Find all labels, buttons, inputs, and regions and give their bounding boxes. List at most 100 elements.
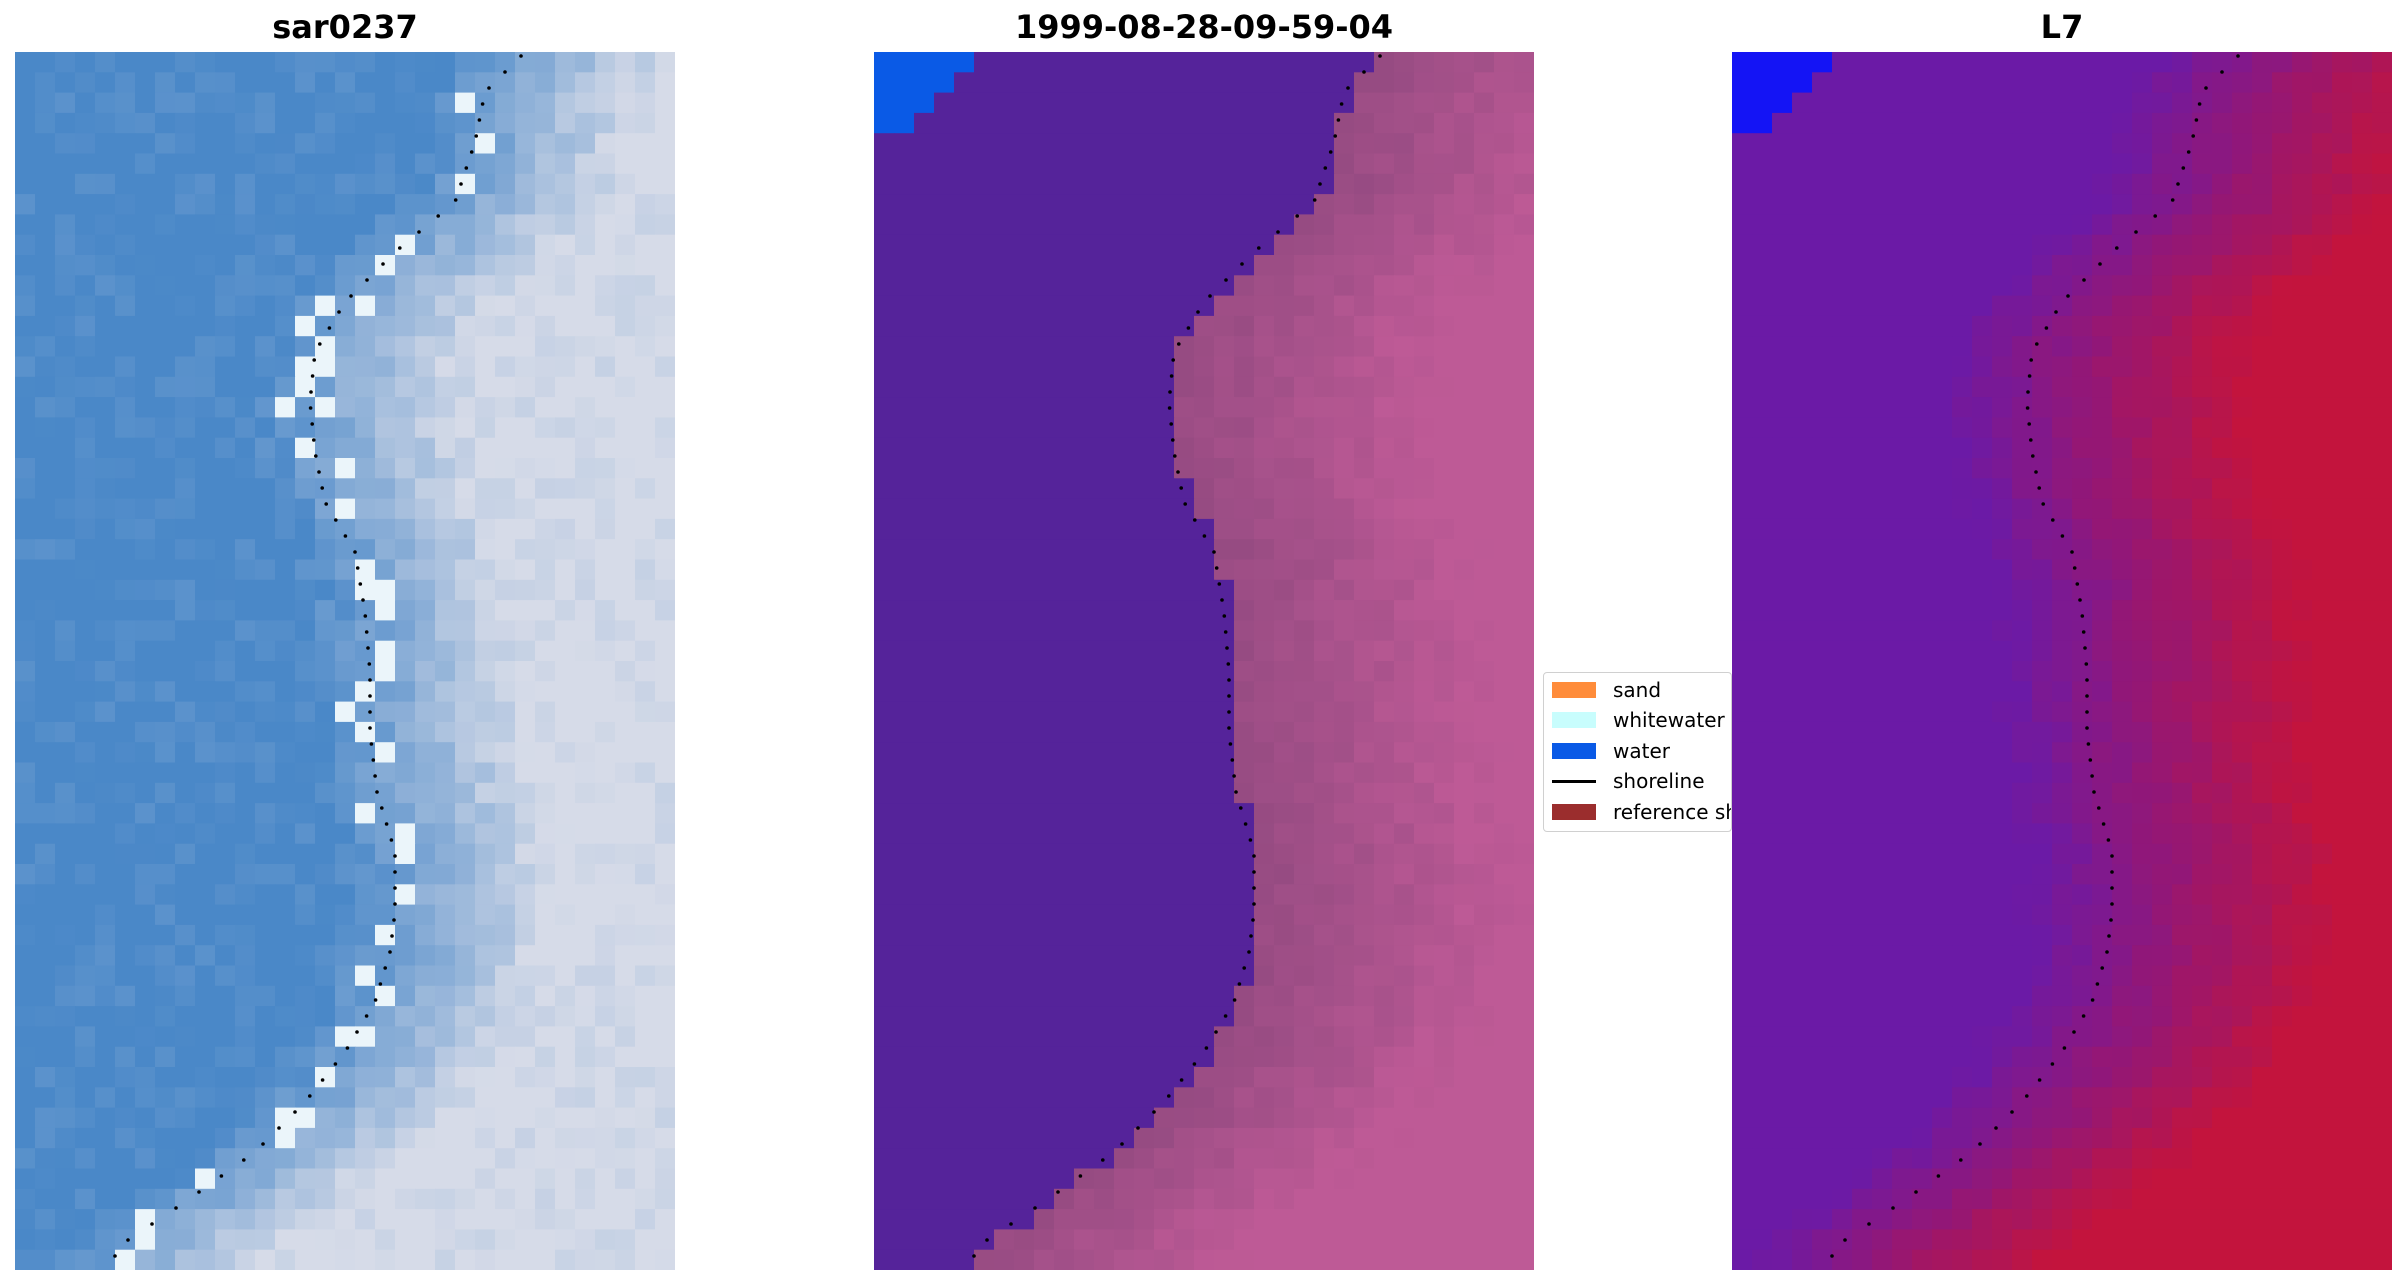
rgb-pixel	[495, 762, 516, 784]
class-pixel	[1254, 803, 1275, 824]
rgb-pixel	[595, 1127, 616, 1149]
rgb-pixel	[215, 965, 236, 987]
rgb-pixel	[415, 803, 436, 824]
index-pixel	[1832, 315, 1853, 337]
shoreline-point	[1214, 1030, 1218, 1034]
index-pixel	[2272, 376, 2293, 398]
class-pixel	[1274, 1006, 1295, 1027]
rgb-pixel	[455, 397, 476, 418]
rgb-pixel	[375, 417, 396, 439]
class-pixel	[1214, 458, 1235, 479]
class-pixel	[974, 1067, 995, 1088]
class-pixel	[1374, 579, 1395, 601]
rgb-pixel	[435, 1006, 456, 1027]
class-pixel	[1254, 498, 1275, 520]
class-pixel	[1034, 153, 1055, 175]
class-pixel	[1134, 255, 1155, 276]
class-pixel	[1254, 600, 1275, 621]
index-pixel	[2192, 397, 2213, 418]
rgb-pixel	[195, 133, 216, 155]
rgb-pixel	[375, 1148, 396, 1170]
class-pixel	[1494, 1148, 1515, 1170]
rgb-pixel	[655, 173, 675, 195]
rgb-pixel	[275, 640, 296, 662]
class-pixel	[1514, 701, 1534, 723]
index-pixel	[2112, 376, 2133, 398]
rgb-pixel	[255, 1127, 276, 1149]
class-pixel	[1374, 498, 1395, 520]
rgb-pixel	[175, 173, 196, 195]
class-pixel	[1374, 315, 1395, 337]
rgb-pixel	[315, 742, 336, 764]
class-pixel	[1234, 437, 1255, 459]
rgb-pixel	[195, 518, 216, 540]
rgb-pixel	[555, 478, 576, 500]
class-pixel	[1234, 356, 1255, 378]
class-pixel	[1314, 965, 1335, 987]
rgb-pixel	[255, 397, 276, 418]
rgb-pixel	[155, 275, 176, 297]
class-pixel	[1354, 559, 1375, 581]
index-pixel	[2192, 559, 2213, 581]
rgb-pixel	[295, 864, 316, 885]
rgb-pixel	[655, 518, 675, 540]
class-pixel	[1194, 112, 1215, 134]
class-pixel	[1074, 234, 1095, 256]
index-pixel	[1832, 133, 1853, 155]
rgb-pixel	[155, 803, 176, 824]
rgb-pixel	[95, 214, 116, 236]
rgb-pixel	[415, 1168, 436, 1190]
class-pixel	[1454, 701, 1475, 723]
index-pixel	[2032, 336, 2053, 358]
index-pixel	[2032, 295, 2053, 317]
index-pixel	[1732, 559, 1753, 581]
rgb-pixel	[75, 1127, 96, 1149]
class-pixel	[1494, 1229, 1515, 1251]
class-pixel	[1074, 478, 1095, 500]
class-pixel	[1374, 762, 1395, 784]
rgb-pixel	[595, 600, 616, 621]
class-pixel	[1014, 945, 1035, 967]
rgb-pixel	[435, 924, 456, 946]
class-pixel	[994, 600, 1015, 621]
class-pixel	[1114, 234, 1135, 256]
index-pixel	[1792, 559, 1813, 581]
class-pixel	[894, 1209, 915, 1230]
class-pixel	[1054, 620, 1075, 642]
rgb-pixel	[255, 661, 276, 682]
class-pixel	[1454, 255, 1475, 276]
rgb-pixel	[35, 843, 56, 865]
class-pixel	[1474, 823, 1495, 845]
index-pixel	[2272, 356, 2293, 378]
index-pixel	[1732, 153, 1753, 175]
rgb-pixel	[175, 52, 196, 73]
index-pixel	[1872, 498, 1893, 520]
rgb-pixel	[375, 843, 396, 865]
rgb-pixel	[535, 661, 556, 682]
shoreline-point	[1226, 662, 1231, 666]
rgb-pixel	[515, 153, 536, 175]
class-pixel	[934, 92, 955, 114]
class-pixel	[1174, 1026, 1195, 1048]
index-pixel	[2252, 52, 2273, 73]
index-pixel	[2192, 112, 2213, 134]
class-pixel	[1254, 133, 1275, 155]
class-pixel	[1014, 904, 1035, 926]
rgb-pixel	[255, 721, 276, 743]
index-pixel	[2172, 295, 2193, 317]
rgb-pixel	[35, 985, 56, 1007]
class-pixel	[1214, 1046, 1235, 1068]
class-pixel	[1214, 173, 1235, 195]
rgb-pixel	[595, 478, 616, 500]
rgb-pixel	[375, 498, 396, 520]
class-pixel	[914, 295, 935, 317]
rgb-pixel	[135, 498, 156, 520]
rgb-pixel	[635, 1229, 656, 1251]
index-pixel	[1952, 417, 1973, 439]
rgb-pixel	[595, 1067, 616, 1088]
class-pixel	[1434, 376, 1455, 398]
class-pixel	[1174, 376, 1195, 398]
class-pixel	[1514, 194, 1534, 215]
rgb-pixel	[615, 985, 636, 1007]
index-pixel	[1972, 498, 1993, 520]
